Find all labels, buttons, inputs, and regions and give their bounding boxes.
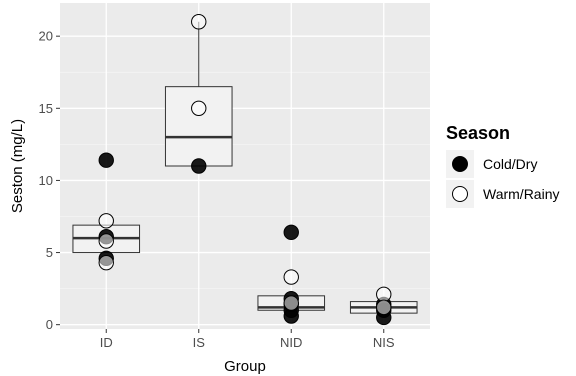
point-warm-rainy bbox=[191, 14, 207, 30]
y-axis: 0 5 10 15 20 bbox=[39, 29, 60, 332]
data-points bbox=[98, 14, 392, 326]
plot-panel bbox=[60, 3, 430, 329]
y-tick-label: 5 bbox=[46, 245, 53, 260]
point-warm-rainy bbox=[283, 269, 299, 285]
x-tick-label: NID bbox=[280, 335, 302, 350]
legend-marker-cold-dry bbox=[452, 156, 468, 172]
legend-marker-warm-rainy bbox=[452, 186, 468, 202]
legend-label-warm-rainy: Warm/Rainy bbox=[483, 186, 560, 202]
point-warm-rainy bbox=[98, 213, 114, 229]
minor-gridlines bbox=[60, 71, 430, 290]
x-tick-label: IS bbox=[193, 335, 206, 350]
x-axis: ID IS NID NIS bbox=[100, 329, 395, 350]
legend-label-cold-dry: Cold/Dry bbox=[483, 156, 537, 172]
point-cold-dry bbox=[283, 308, 299, 324]
point-cold-dry bbox=[191, 158, 207, 174]
point-warm-rainy bbox=[376, 286, 392, 303]
point-warm-rainy bbox=[376, 299, 392, 316]
y-tick-label: 15 bbox=[39, 101, 53, 116]
point-cold-dry bbox=[98, 152, 114, 168]
point-warm-rainy bbox=[191, 100, 207, 117]
legend: Season Cold/Dry Warm/Rainy bbox=[446, 123, 560, 208]
y-axis-title: Seston (mg/L) bbox=[9, 119, 26, 213]
point-cold-dry bbox=[283, 224, 299, 241]
box-body bbox=[164, 86, 233, 167]
y-tick-label: 20 bbox=[39, 29, 53, 44]
x-tick-label: ID bbox=[100, 335, 113, 350]
point-warm-rainy bbox=[98, 233, 114, 249]
point-warm-rainy bbox=[283, 295, 299, 311]
y-tick-label: 0 bbox=[46, 317, 53, 332]
y-tick-label: 10 bbox=[39, 173, 53, 188]
point-warm-rainy bbox=[98, 254, 114, 271]
x-axis-title: Group bbox=[224, 358, 266, 375]
legend-title: Season bbox=[446, 123, 510, 143]
x-tick-label: NIS bbox=[373, 335, 395, 350]
